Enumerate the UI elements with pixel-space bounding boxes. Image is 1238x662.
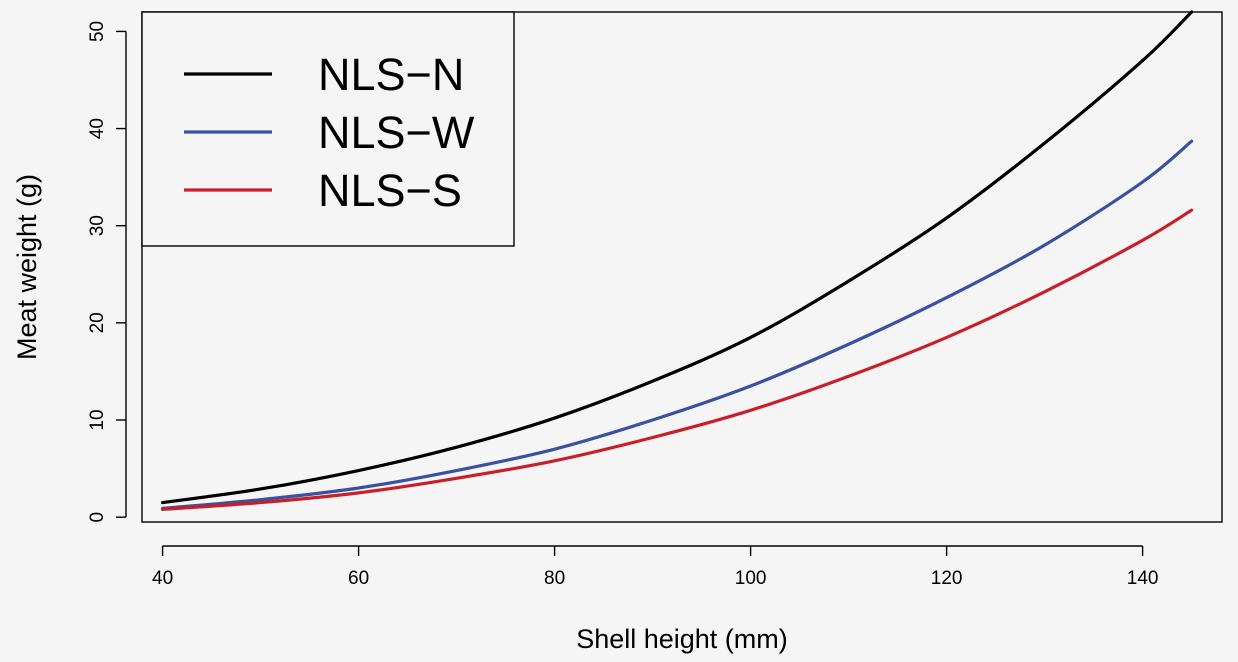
series-layer <box>160 10 1194 511</box>
series-line-1 <box>160 139 1194 510</box>
y-tick-label-10: 10 <box>87 409 108 430</box>
x-axis-label: Shell height (mm) <box>576 624 788 654</box>
x-tick-label-100: 100 <box>735 568 767 589</box>
y-tick-label-20: 20 <box>87 312 108 333</box>
legend-label-1: NLS−W <box>318 107 475 158</box>
legend: NLS−N NLS−W NLS−S <box>141 11 515 247</box>
y-tick-label-50: 50 <box>87 21 108 42</box>
x-axis: 40 60 80 100 120 140 <box>152 545 1159 589</box>
y-tick-label-30: 30 <box>87 215 108 236</box>
series-line-2 <box>160 208 1194 511</box>
y-tick-label-40: 40 <box>87 118 108 139</box>
legend-label-2: NLS−S <box>318 165 462 216</box>
y-axis: 0 10 20 30 40 50 <box>87 21 127 523</box>
y-tick-label-0: 0 <box>87 512 108 523</box>
x-tick-label-80: 80 <box>544 568 565 589</box>
y-axis-label: Meat weight (g) <box>12 174 42 360</box>
series-line-0 <box>160 10 1194 505</box>
legend-label-0: NLS−N <box>318 49 464 100</box>
x-tick-label-40: 40 <box>152 568 173 589</box>
x-tick-label-120: 120 <box>931 568 963 589</box>
x-tick-label-140: 140 <box>1127 568 1159 589</box>
x-tick-label-60: 60 <box>348 568 369 589</box>
legend-box <box>141 11 515 247</box>
